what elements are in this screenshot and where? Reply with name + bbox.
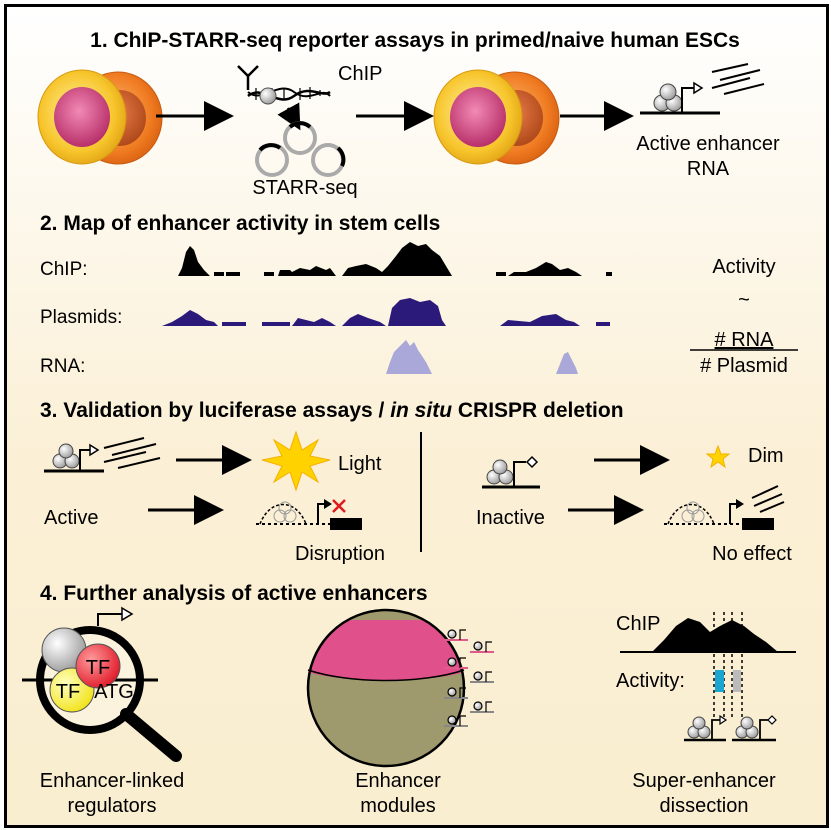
starr-seq-label: STARR-seq (252, 177, 357, 199)
output-line1: Active enhancer (636, 133, 780, 155)
enhancer-module-icon (306, 608, 466, 768)
ratio-numerator: # RNA (715, 329, 775, 351)
se-enhancer-icons (684, 714, 777, 742)
ratio-denominator: # Plasmid (700, 355, 788, 377)
inactive-label: Inactive (476, 507, 545, 529)
stem-cell-pair-left (37, 69, 163, 165)
chip-label: ChIP (338, 63, 382, 85)
inactive-enhancer-reporter (482, 455, 540, 489)
caption-dissection-line1: Super-enhancer (632, 770, 776, 792)
track-label-chip: ChIP: (40, 259, 88, 280)
activity-bar-inactive (733, 670, 741, 692)
plasmid-track (162, 298, 610, 326)
section1-title: 1. ChIP-STARR-seq reporter assays in pri… (90, 29, 740, 52)
caption-regulators-line2: regulators (68, 795, 157, 817)
dim-star-icon (705, 444, 731, 469)
module-enhancer-mini-icons (444, 629, 494, 727)
no-effect-label: No effect (712, 543, 792, 565)
active-enhancer-reporter (44, 437, 161, 473)
stem-cell-pair-right (433, 69, 560, 165)
atg-label: ATG (94, 681, 134, 703)
section2-title: 2. Map of enhancer activity in stem cell… (40, 212, 440, 235)
active-enhancer-icon (640, 63, 765, 115)
magnifier-tf-icon (22, 606, 182, 762)
light-label: Light (338, 453, 382, 475)
disruption-label: Disruption (295, 543, 385, 565)
chip-track (162, 242, 612, 276)
se-chip-label: ChIP (616, 613, 660, 635)
rna-track (386, 340, 578, 374)
caption-modules-line1: Enhancer (355, 770, 441, 792)
light-burst-icon (261, 430, 331, 492)
super-enhancer-chip-profile (620, 618, 796, 653)
approx-symbol: ~ (738, 289, 750, 311)
active-label: Active (44, 507, 98, 529)
caption-regulators-line1: Enhancer-linked (40, 770, 185, 792)
plasmid-icons (255, 121, 346, 177)
caption-dissection-line2: dissection (660, 795, 749, 817)
dim-label: Dim (748, 445, 784, 467)
tf-red-label: TF (86, 657, 110, 679)
chip-antibody-dna-icon (237, 65, 331, 105)
tf-yellow-label: TF (56, 681, 80, 703)
track-label-rna: RNA: (40, 356, 85, 377)
se-activity-label: Activity: (616, 670, 685, 692)
crispr-disruption-icon (256, 499, 362, 530)
section3-title: 3. Validation by luciferase assays / in … (40, 399, 624, 422)
activity-label: Activity (712, 256, 775, 278)
section4-title: 4. Further analysis of active enhancers (40, 582, 428, 605)
track-label-plasmids: Plasmids: (40, 307, 122, 328)
no-effect-icon (664, 485, 785, 530)
activity-bar-active (715, 670, 724, 692)
caption-modules-line2: modules (360, 795, 436, 817)
output-line2: RNA (687, 158, 730, 180)
